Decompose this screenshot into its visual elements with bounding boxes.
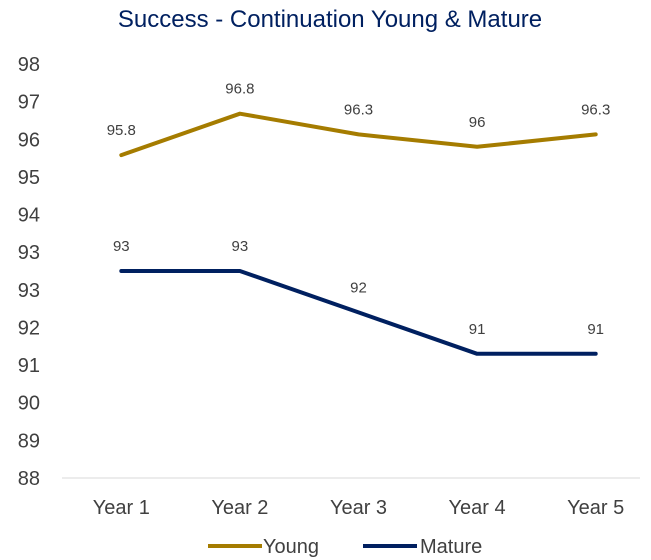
series-group: 95.8 96.8 96.3 96 96.3 93 93 92 91 91	[107, 81, 610, 356]
y-tick-label: 89	[18, 430, 40, 452]
data-label: 96.3	[581, 101, 610, 118]
y-tick-label: 93	[18, 280, 40, 302]
legend-item-mature: Mature	[363, 536, 482, 558]
legend-label: Young	[263, 536, 319, 558]
y-tick-label: 98	[18, 54, 40, 76]
data-label: 96.3	[344, 101, 373, 118]
x-tick-label: Year 1	[93, 497, 150, 519]
series-young: 95.8 96.8 96.3 96 96.3	[107, 81, 610, 158]
data-label: 95.8	[107, 122, 136, 139]
legend-item-young: Young	[208, 536, 319, 558]
y-tick-label: 97	[18, 92, 40, 114]
data-label: 96	[469, 114, 486, 131]
y-tick-label: 91	[18, 355, 40, 377]
x-axis: Year 1 Year 2 Year 3 Year 4 Year 5	[93, 497, 624, 519]
x-tick-label: Year 5	[567, 497, 624, 519]
x-tick-label: Year 2	[211, 497, 268, 519]
y-tick-label: 93	[18, 242, 40, 264]
legend-label: Mature	[420, 536, 482, 558]
data-label: 91	[587, 321, 604, 338]
series-mature: 93 93 92 91 91	[113, 238, 604, 356]
data-label: 92	[350, 279, 367, 296]
y-axis: 88 89 90 91 92 93 93 94 95 96 97 98	[18, 54, 40, 490]
data-label: 91	[469, 321, 486, 338]
data-label: 96.8	[225, 81, 254, 98]
data-label: 93	[113, 238, 130, 255]
x-tick-label: Year 4	[449, 497, 506, 519]
y-tick-label: 96	[18, 129, 40, 151]
y-tick-label: 88	[18, 468, 40, 490]
x-tick-label: Year 3	[330, 497, 387, 519]
legend: Young Mature	[208, 536, 482, 558]
chart-title: Success - Continuation Young & Mature	[117, 6, 543, 33]
y-tick-label: 92	[18, 317, 40, 339]
y-tick-label: 90	[18, 393, 40, 415]
y-tick-label: 95	[18, 167, 40, 189]
data-label: 93	[232, 238, 249, 255]
y-tick-label: 94	[18, 205, 40, 227]
